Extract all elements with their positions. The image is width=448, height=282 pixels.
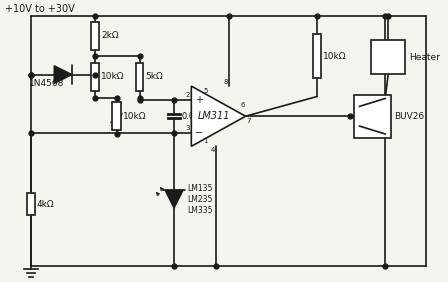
Text: LM135
LM235
LM335: LM135 LM235 LM335 <box>187 184 212 215</box>
Bar <box>313 34 321 78</box>
Text: +: + <box>195 95 203 105</box>
Bar <box>91 22 99 50</box>
Text: 10kΩ: 10kΩ <box>101 72 125 81</box>
Text: +10V to +30V: +10V to +30V <box>5 4 75 14</box>
Polygon shape <box>191 86 246 146</box>
Bar <box>136 63 143 91</box>
Text: BUV26: BUV26 <box>394 112 424 121</box>
Text: 4: 4 <box>211 147 215 153</box>
Bar <box>91 63 99 91</box>
Text: 0.01µF: 0.01µF <box>182 112 211 121</box>
Text: 10kΩ: 10kΩ <box>323 52 347 61</box>
Text: 10kΩ: 10kΩ <box>123 112 147 121</box>
Text: 5kΩ: 5kΩ <box>146 72 163 81</box>
Text: LM311: LM311 <box>197 111 230 121</box>
Text: 8: 8 <box>224 79 228 85</box>
Polygon shape <box>165 190 183 208</box>
Text: 2kΩ: 2kΩ <box>101 31 119 40</box>
Bar <box>27 193 35 215</box>
Text: −: − <box>195 128 203 138</box>
Text: 5: 5 <box>203 88 207 94</box>
Text: Heater: Heater <box>409 52 440 61</box>
Text: 7: 7 <box>246 118 251 124</box>
Polygon shape <box>54 66 72 83</box>
Text: 4kΩ: 4kΩ <box>37 200 55 209</box>
Text: 2: 2 <box>186 92 190 98</box>
Bar <box>353 94 391 138</box>
Bar <box>371 40 405 74</box>
Text: 1N4568: 1N4568 <box>29 79 65 88</box>
Text: 1: 1 <box>203 138 208 144</box>
Bar <box>112 102 121 130</box>
Text: 3: 3 <box>186 125 190 131</box>
Text: 6: 6 <box>241 102 245 108</box>
